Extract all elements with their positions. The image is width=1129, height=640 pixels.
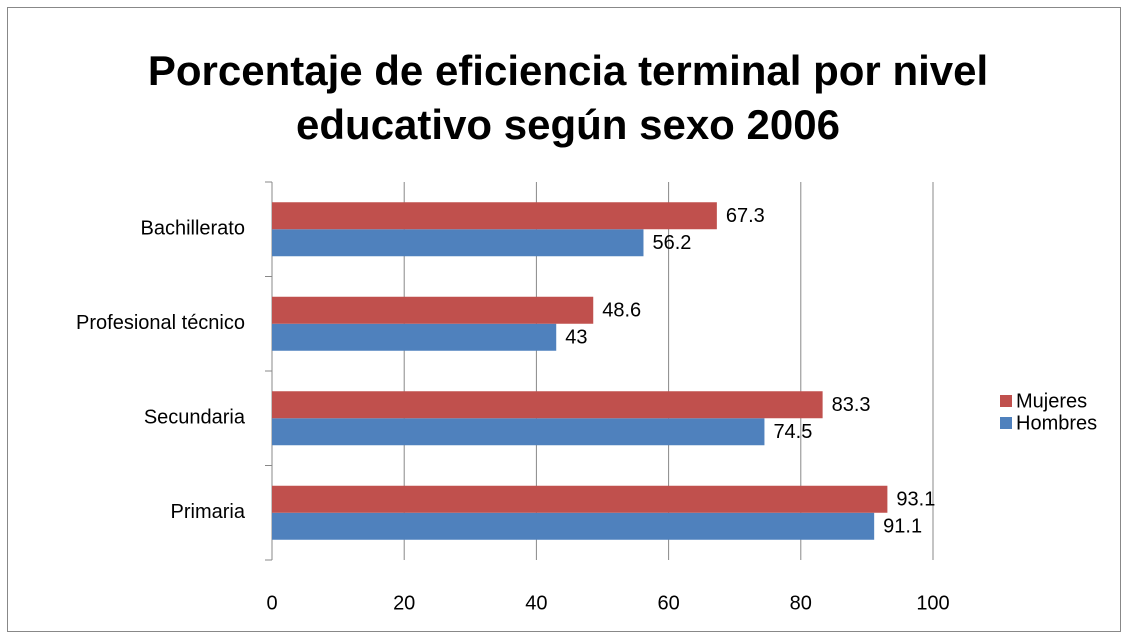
- bar: [272, 296, 594, 324]
- data-label: 91.1: [883, 516, 922, 538]
- y-tick-label: Primaria: [171, 501, 246, 523]
- x-tick-label: 60: [657, 592, 679, 614]
- data-label: 56.2: [652, 232, 691, 254]
- bar: [272, 512, 875, 540]
- chart-title: educativo según sexo 2006: [296, 101, 840, 148]
- chart-title: Porcentaje de eficiencia terminal por ni…: [148, 47, 988, 94]
- bar: [272, 323, 557, 351]
- x-tick-label: 0: [266, 592, 277, 614]
- y-tick-label: Bachillerato: [140, 218, 245, 240]
- legend-swatch: [1000, 395, 1012, 407]
- data-label: 93.1: [896, 489, 935, 511]
- data-label: 83.3: [832, 394, 871, 416]
- bar: [272, 391, 823, 419]
- bar: [272, 485, 888, 513]
- y-tick-label: Profesional técnico: [76, 312, 245, 334]
- data-label: 74.5: [773, 421, 812, 443]
- bar: [272, 229, 644, 257]
- legend-label: Hombres: [1016, 412, 1097, 434]
- y-tick-label: Secundaria: [144, 407, 246, 429]
- bar: [272, 418, 765, 446]
- x-tick-label: 20: [393, 592, 415, 614]
- x-tick-label: 100: [916, 592, 949, 614]
- data-label: 43: [565, 327, 587, 349]
- data-label: 67.3: [726, 205, 765, 227]
- legend-swatch: [1000, 417, 1012, 429]
- x-tick-label: 40: [525, 592, 547, 614]
- bar: [272, 202, 717, 230]
- x-tick-label: 80: [790, 592, 812, 614]
- legend-label: Mujeres: [1016, 390, 1087, 412]
- data-label: 48.6: [602, 300, 641, 322]
